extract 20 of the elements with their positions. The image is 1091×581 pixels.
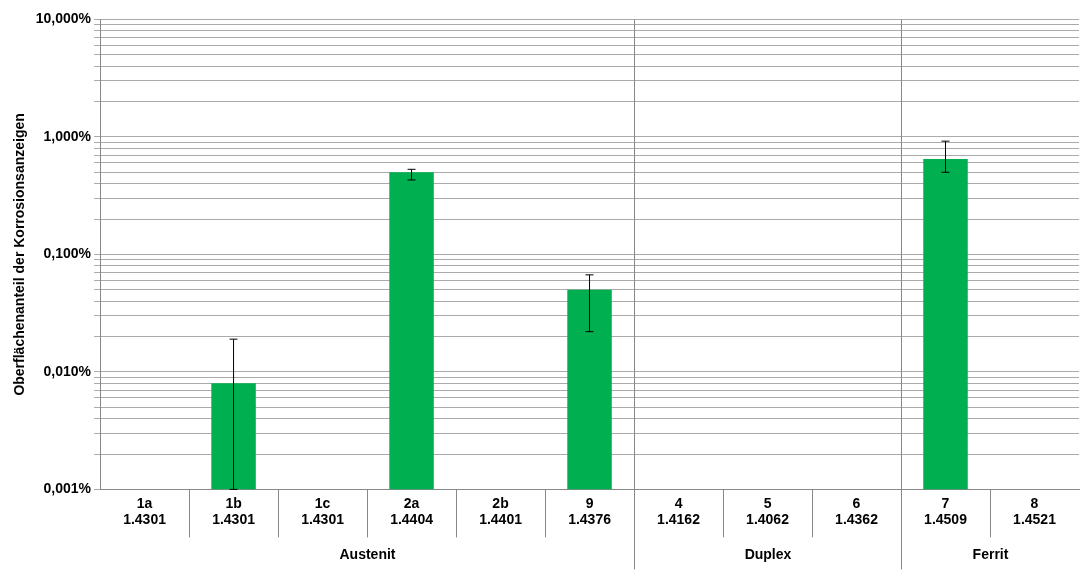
x-tick-label: 8 1.4521 — [1013, 494, 1057, 528]
text: Duplex — [744, 546, 792, 563]
y-tick-label: 0,001% — [43, 480, 92, 497]
y-tick-label: 0,010% — [43, 362, 92, 379]
text: Ferrit — [972, 546, 1009, 563]
x-tick-label: 1a 1.4301 — [123, 494, 167, 528]
y-tick-label: 0,100% — [43, 245, 92, 262]
x-tick-label: 4 1.4162 — [657, 494, 701, 528]
x-tick-label: 2a 1.4404 — [390, 494, 434, 528]
x-tick-label: 1c 1.4301 — [301, 494, 345, 528]
x-tick-label: 6 1.4362 — [835, 494, 879, 528]
x-tick-label: 7 1.4509 — [924, 494, 968, 528]
text: Austenit — [339, 546, 396, 563]
x-tick-label: 5 1.4062 — [746, 494, 790, 528]
y-axis-title: Oberflächenanteil der Korrosionsanzeigen — [11, 113, 28, 396]
y-tick-label: 10,000% — [35, 10, 92, 27]
x-tick-label: 9 1.4376 — [568, 494, 612, 528]
x-tick-label: 2b 1.4401 — [479, 494, 523, 528]
x-tick-label: 1b 1.4301 — [212, 494, 256, 528]
y-tick-label: 1,000% — [43, 127, 92, 144]
